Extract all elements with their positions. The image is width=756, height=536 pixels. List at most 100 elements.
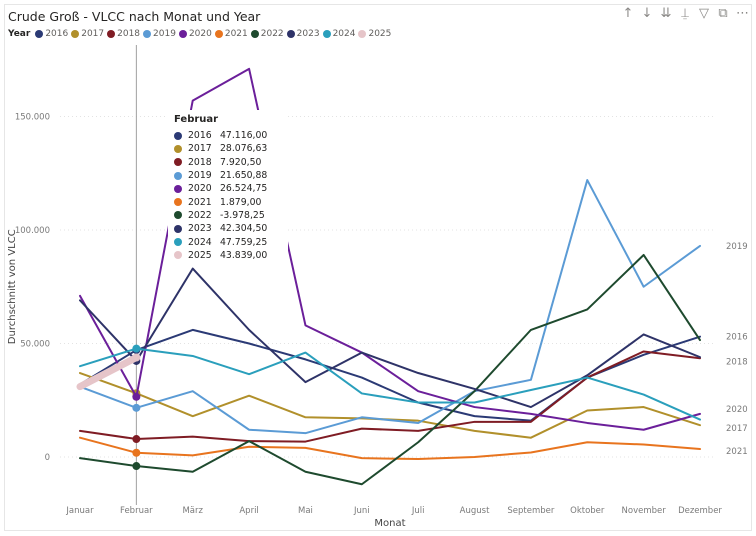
chart-title: Crude Groß - VLCC nach Monat und Year	[8, 9, 261, 24]
tooltip-value: 1.879,00	[220, 196, 262, 208]
data-point-2025-Februar	[132, 353, 141, 362]
legend-item-2023[interactable]: 2023	[286, 29, 320, 39]
tooltip-row: 2016 47.116,00	[174, 129, 282, 142]
x-tick-label: Juni	[353, 506, 370, 516]
tooltip-row: 2021 1.879,00	[174, 195, 282, 208]
tooltip-marker	[174, 171, 182, 180]
legend-label: 2021	[224, 29, 248, 39]
tooltip-marker	[174, 158, 182, 167]
legend-item-2018[interactable]: 2018	[107, 29, 140, 39]
series-line-2019	[79, 179, 701, 435]
legend-marker	[286, 30, 295, 38]
data-point-2021-Februar	[132, 448, 141, 457]
legend-label: 2024	[332, 29, 356, 39]
data-point-2018-Februar	[132, 435, 141, 444]
tooltip-year: 2019	[188, 170, 212, 182]
legend-item-2020[interactable]: 2020	[178, 29, 212, 39]
legend-label: 2017	[81, 29, 105, 39]
legend-item-2024[interactable]: 2024	[322, 29, 356, 39]
series-line-2023	[79, 267, 701, 409]
legend-label: 2019	[153, 29, 176, 39]
data-point-2022-Februar	[132, 462, 141, 471]
tooltip-value: 47.759,25	[220, 236, 268, 248]
tooltip-marker	[174, 224, 182, 233]
sort-up-icon[interactable]: ↑	[622, 6, 634, 21]
tooltip-year: 2020	[188, 183, 212, 195]
tooltip-row: 2020 26.524,75	[174, 182, 282, 195]
tooltip-year: 2021	[188, 196, 212, 208]
hierarchy-icon[interactable]: ⍊	[681, 6, 689, 21]
legend-item-2019[interactable]: 2019	[143, 29, 176, 39]
end-label-2017: 2017	[726, 424, 748, 434]
tooltip-value: -3.978,25	[220, 209, 265, 221]
tooltip-value: 26.524,75	[220, 183, 268, 195]
y-tick-label: 150.000	[15, 113, 50, 123]
expand-all-icon[interactable]: ⇊	[660, 6, 672, 21]
tooltip-year: 2018	[188, 156, 212, 168]
x-tick-label: Dezember	[678, 506, 722, 516]
tooltip-row: 2022 -3.978,25	[174, 209, 282, 222]
tooltip-value: 21.650,88	[220, 170, 268, 182]
legend-marker	[358, 30, 367, 38]
legend-label: 2025	[368, 29, 392, 39]
tooltip-year: 2016	[188, 130, 212, 142]
x-tick-label: August	[460, 506, 490, 516]
legend-item-2017[interactable]: 2017	[71, 29, 104, 39]
legend-marker	[178, 30, 187, 38]
series-line-2021	[79, 436, 701, 461]
legend-marker	[250, 30, 259, 38]
legend-title: Year	[8, 29, 31, 39]
legend-marker	[107, 30, 116, 38]
x-axis-title: Monat	[374, 518, 405, 529]
focus-mode-icon[interactable]: ⧉	[718, 6, 728, 21]
legend-marker	[35, 30, 44, 38]
more-options-icon[interactable]: ⋯	[736, 6, 749, 21]
legend-label: 2022	[260, 29, 284, 39]
x-tick-label: April	[239, 506, 258, 516]
x-tick-label: Februar	[120, 506, 153, 516]
tooltip-marker	[174, 184, 182, 193]
legend-label: 2016	[45, 29, 69, 39]
tooltip-row: 2018 7.920,50	[174, 156, 282, 169]
y-axis-title: Durchschnitt von VLCC	[7, 229, 18, 344]
legend-item-2016[interactable]: 2016	[35, 29, 68, 39]
visual-header-toolbar: ↑ ↓ ⇊ ⍊ ▽ ⧉ ⋯	[622, 6, 749, 21]
end-label-2019: 2019	[726, 242, 748, 252]
legend-marker	[71, 30, 80, 38]
filter-icon[interactable]: ▽	[699, 6, 709, 21]
tooltip-header: Februar	[174, 114, 219, 125]
end-label-2020: 2020	[726, 405, 748, 415]
tooltip-row: 2017 28.076,63	[174, 142, 282, 155]
tooltip-marker	[174, 131, 182, 140]
series-line-2025	[76, 353, 140, 391]
tooltip-year: 2022	[188, 209, 212, 221]
tooltip-row: 2025 43.839,00	[174, 249, 282, 262]
tooltip-marker	[174, 198, 182, 207]
sort-down-icon[interactable]: ↓	[641, 6, 653, 21]
x-tick-label: November	[622, 506, 667, 516]
tooltip-year: 2024	[188, 236, 212, 248]
tooltip-marker	[174, 144, 182, 153]
tooltip-row: 2023 42.304,50	[174, 222, 282, 235]
x-tick-label: Oktober	[570, 506, 605, 516]
tooltip-value: 43.839,00	[220, 249, 268, 261]
legend-item-2025[interactable]: 2025	[358, 29, 391, 39]
legend-label: 2020	[188, 29, 212, 39]
x-tick-label: Januar	[65, 506, 94, 516]
tooltip-row: 2019 21.650,88	[174, 169, 282, 182]
data-point-2019-Februar	[132, 403, 141, 412]
legend: Year 2016 2017 2018 2019 2020 2021 2022 2023 202…	[8, 29, 394, 39]
legend-item-2021[interactable]: 2021	[214, 29, 248, 39]
end-label-2016: 2016	[726, 333, 748, 343]
legend-label: 2018	[117, 29, 141, 39]
y-tick-label: 0	[45, 453, 50, 463]
x-tick-label: Juli	[411, 506, 425, 516]
legend-label: 2023	[296, 29, 320, 39]
legend-marker	[214, 30, 223, 38]
legend-item-2022[interactable]: 2022	[250, 29, 284, 39]
tooltip-value: 47.116,00	[220, 130, 268, 142]
series-line-2024	[79, 347, 701, 421]
tooltip-value: 28.076,63	[220, 143, 268, 155]
tooltip-marker	[174, 251, 182, 260]
